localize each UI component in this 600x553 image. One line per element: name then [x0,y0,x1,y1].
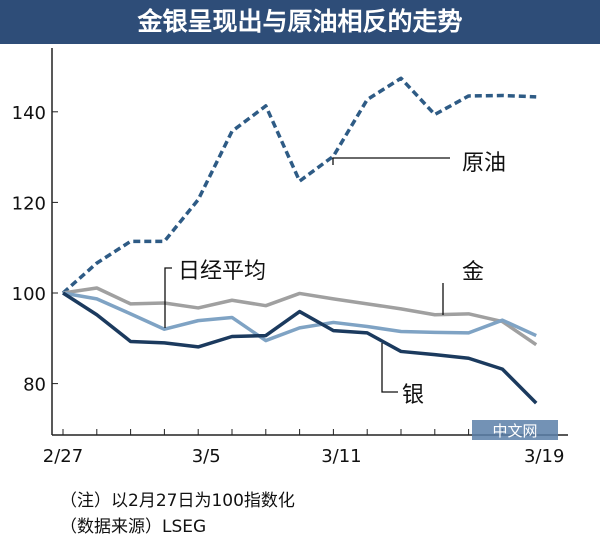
y-tick-label: 100 [12,284,46,305]
series-label: 金 [462,260,484,285]
x-tick-label: 2/27 [43,446,83,467]
series-label: 日经平均 [178,259,266,284]
y-tick-label: 140 [12,103,46,124]
chart-title: 金银呈现出与原油相反的走势 [0,0,600,44]
x-tick-label: 3/5 [192,446,221,467]
series-line-3 [62,291,538,405]
x-tick-label: 3/19 [524,446,564,467]
series-line-0 [61,76,537,295]
series-line-2 [62,291,537,343]
y-tick-label: 80 [23,375,46,396]
watermark-box [472,420,558,440]
leader-line [381,343,398,393]
leader-line [332,157,450,165]
series-label: 原油 [462,151,506,176]
note-index: （注）以2月27日为100指数化 [60,491,295,511]
x-tick-label: 3/11 [321,446,361,467]
watermark-logo: 中文网 [492,422,537,440]
leader-line [164,267,172,328]
note-source: （数据来源）LSEG [60,517,207,537]
y-tick-label: 120 [12,193,46,214]
series-label: 银 [402,383,424,408]
